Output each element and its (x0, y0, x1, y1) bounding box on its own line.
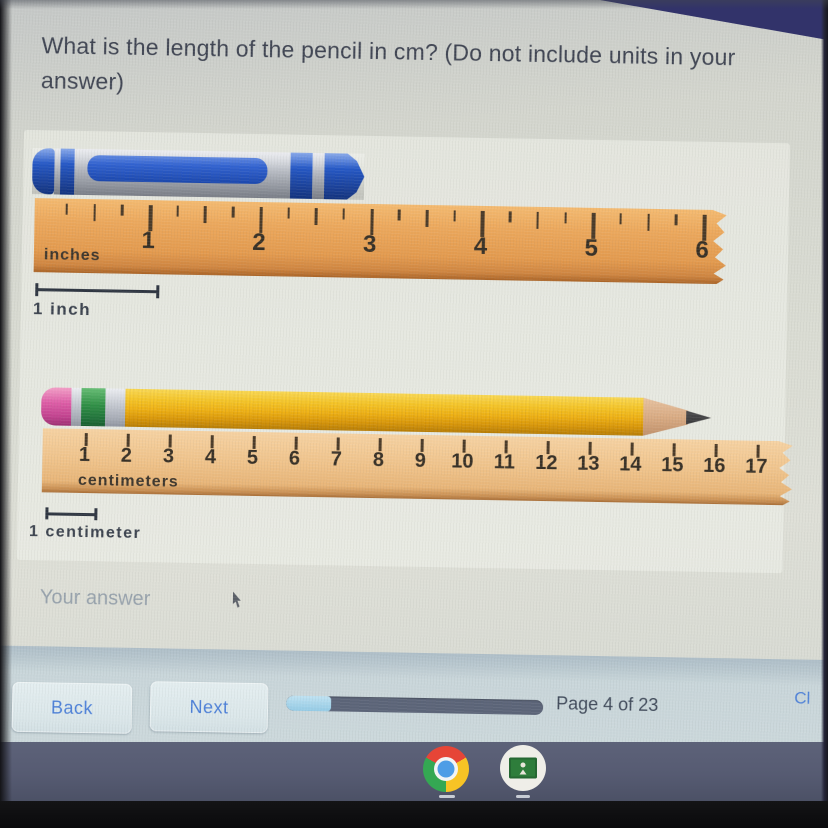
blue-crayon-image (31, 148, 365, 200)
crayon-label (87, 155, 268, 185)
cm-number: 13 (577, 452, 600, 476)
one-inch-bracket (35, 283, 160, 299)
cm-number: 12 (535, 451, 558, 475)
inch-tick (342, 208, 345, 219)
inch-tick (702, 215, 706, 241)
one-cm-label: 1 centimeter (28, 523, 142, 543)
classroom-board-glyph (509, 757, 537, 779)
cm-number: 9 (414, 449, 427, 472)
inch-tick (315, 208, 318, 225)
photo-edge (821, 0, 828, 801)
one-inch-label: 1 inch (32, 299, 92, 320)
cm-number: 6 (288, 447, 301, 470)
inch-tick (453, 210, 456, 221)
pencil-ferrule (70, 387, 82, 426)
crayon-wrap (311, 152, 325, 200)
inches-ruler: inches 1 2 3 4 5 6 (34, 198, 727, 284)
inch-number: 5 (584, 234, 599, 262)
cm-number: 1 (78, 443, 91, 467)
cm-number: 7 (330, 448, 343, 471)
inch-tick (398, 209, 401, 220)
progress-bar (285, 695, 544, 716)
crayon-stripe (323, 153, 348, 200)
inch-tick (176, 206, 179, 217)
inch-tick (232, 207, 235, 218)
inch-number: 1 (141, 226, 156, 255)
classroom-icon[interactable] (500, 745, 546, 791)
cm-number: 14 (619, 453, 642, 476)
pencil-eraser (40, 387, 72, 426)
active-app-indicator (439, 795, 455, 798)
pencil-graphite-tip (686, 399, 712, 437)
yellow-pencil-image (40, 387, 712, 437)
photo-edge (0, 0, 12, 801)
cm-number: 8 (372, 449, 385, 472)
cm-number: 2 (120, 444, 133, 467)
crayon-end-cap (31, 148, 55, 195)
pencil-ferrule (104, 388, 126, 427)
page-indicator: Page 4 of 23 (555, 693, 659, 716)
cm-number: 4 (204, 446, 217, 469)
progress-fill (285, 695, 332, 712)
inch-tick (121, 205, 124, 216)
inch-tick (509, 211, 512, 222)
inch-number: 3 (362, 230, 377, 259)
cm-number: 16 (703, 454, 726, 478)
cm-ruler: centimeters 1 2 3 4 5 6 7 8 9 10 11 12 13 14 15 16 17 (42, 428, 793, 505)
screen-bezel (0, 801, 828, 828)
inches-unit-label: inches (43, 246, 101, 265)
answer-input[interactable] (37, 580, 383, 621)
inch-tick (259, 207, 263, 233)
back-button[interactable]: Back (11, 681, 133, 734)
inch-tick (591, 213, 595, 239)
crayon-stripe (59, 148, 75, 195)
inch-tick (148, 205, 152, 231)
inch-tick (287, 208, 290, 219)
crayon-tip (347, 154, 365, 200)
cm-number: 17 (744, 455, 768, 478)
cm-number: 10 (451, 450, 474, 473)
pencil-wood-taper (643, 398, 689, 437)
inch-tick (619, 213, 622, 224)
inch-tick (370, 209, 374, 235)
inch-tick (425, 210, 428, 227)
cm-number: 3 (162, 445, 175, 468)
question-text: What is the length of the pencil in cm? … (40, 32, 736, 95)
inch-tick (481, 211, 485, 237)
active-app-indicator (516, 795, 530, 798)
next-button[interactable]: Next (149, 681, 269, 734)
photo-edge (0, 0, 828, 9)
inch-tick (647, 214, 650, 231)
inch-tick (65, 204, 68, 215)
cm-number: 15 (661, 454, 684, 477)
cm-number: 5 (246, 446, 259, 470)
inch-number: 4 (473, 232, 488, 261)
inch-number: 2 (252, 228, 266, 257)
taskbar (0, 742, 828, 801)
crayon-stripe (289, 152, 313, 199)
inch-tick (536, 212, 539, 229)
pencil-ferrule-band (80, 387, 106, 427)
inch-number: 6 (695, 236, 709, 264)
pencil-body (124, 388, 644, 436)
inch-tick (93, 204, 96, 221)
inch-tick (564, 212, 567, 223)
inch-tick (204, 206, 207, 223)
inch-tick (675, 214, 678, 225)
cm-unit-label: centimeters (77, 471, 179, 491)
cm-number: 11 (493, 451, 516, 474)
one-cm-bracket (45, 507, 98, 521)
chrome-icon[interactable] (423, 746, 469, 792)
clear-form-link[interactable]: Cl (794, 688, 811, 708)
